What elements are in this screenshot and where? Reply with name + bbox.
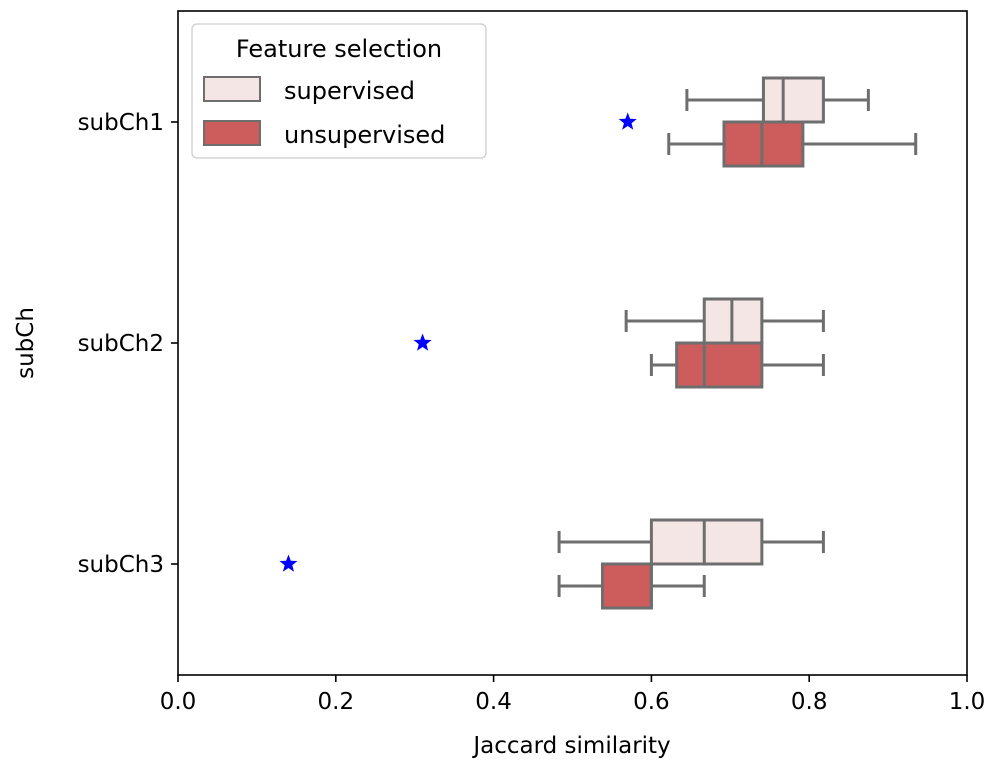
- x-tick-label: 0.0: [160, 689, 197, 715]
- box-unsupervised-subCh2: [649, 341, 825, 389]
- iqr-box: [649, 518, 764, 566]
- x-tick-label: 0.8: [791, 689, 828, 715]
- y-tick-label: subCh3: [78, 552, 164, 578]
- box-supervised-subCh1: [685, 76, 870, 124]
- legend-label-unsupervised: unsupervised: [284, 121, 445, 149]
- star-marker-subCh2: [413, 333, 432, 351]
- legend: Feature selection supervised unsupervise…: [191, 23, 487, 159]
- x-tick-label: 0.6: [633, 689, 670, 715]
- box-supervised-subCh3: [557, 518, 825, 566]
- axis-ticks: 0.0 0.2 0.4 0.6 0.8 1.0 subCh1 subCh2 subCh3: [78, 110, 986, 715]
- y-tick-label: subCh2: [78, 331, 164, 357]
- star-marker-subCh3: [279, 554, 298, 572]
- x-tick-label: 1.0: [949, 689, 986, 715]
- iqr-box: [722, 120, 805, 168]
- legend-swatch-supervised: [203, 76, 261, 102]
- x-axis-title: Jaccard similarity: [471, 733, 670, 759]
- iqr-box: [600, 562, 653, 610]
- legend-label-supervised: supervised: [284, 77, 415, 105]
- x-tick-label: 0.2: [318, 689, 355, 715]
- legend-swatch-unsupervised: [203, 120, 261, 146]
- legend-title: Feature selection: [236, 35, 442, 63]
- y-tick-label: subCh1: [78, 110, 164, 136]
- plot-area: [279, 76, 918, 610]
- y-axis-title: subCh: [13, 307, 39, 379]
- iqr-box: [761, 76, 825, 124]
- x-tick-label: 0.4: [475, 689, 512, 715]
- star-marker-subCh1: [618, 112, 637, 130]
- box-supervised-subCh2: [624, 297, 825, 345]
- iqr-box: [675, 341, 764, 389]
- box-unsupervised-subCh1: [667, 120, 918, 168]
- box-unsupervised-subCh3: [557, 562, 706, 610]
- legend-frame: [191, 23, 487, 159]
